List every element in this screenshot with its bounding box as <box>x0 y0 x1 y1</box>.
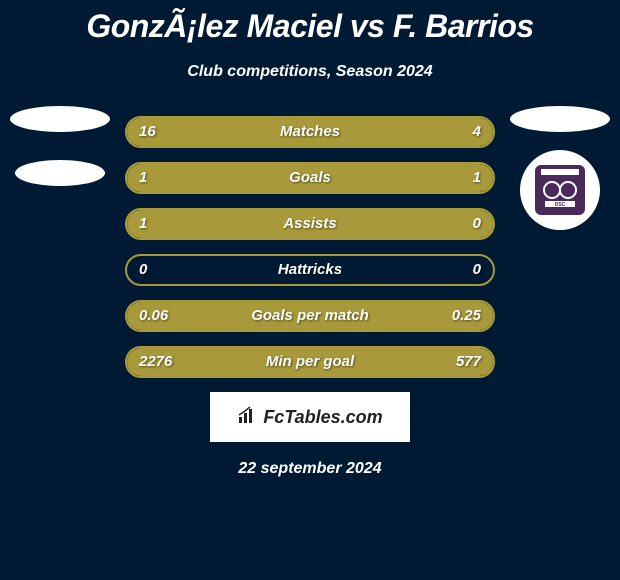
stat-value-right: 0 <box>473 256 481 284</box>
stat-value-right: 0 <box>473 210 481 238</box>
chart-icon <box>237 405 257 430</box>
stat-label: Hattricks <box>127 256 493 284</box>
stat-value-right: 0.25 <box>452 302 481 330</box>
page-title: GonzÃ¡lez Maciel vs F. Barrios <box>0 8 620 45</box>
stat-label: Min per goal <box>127 348 493 376</box>
stat-row: 1Assists0 <box>125 208 495 240</box>
date-text: 22 september 2024 <box>0 460 620 478</box>
stat-label: Assists <box>127 210 493 238</box>
stat-label: Matches <box>127 118 493 146</box>
stat-row: 0Hattricks0 <box>125 254 495 286</box>
stat-row: 1Goals1 <box>125 162 495 194</box>
stat-label: Goals <box>127 164 493 192</box>
stat-label: Goals per match <box>127 302 493 330</box>
team-badge-icon: DSC <box>535 165 585 215</box>
team-badge-placeholder <box>15 160 105 186</box>
team-badge: DSC <box>520 150 600 230</box>
svg-text:DSC: DSC <box>555 202 566 208</box>
subtitle: Club competitions, Season 2024 <box>0 63 620 81</box>
stat-row: 2276Min per goal577 <box>125 346 495 378</box>
stat-value-right: 4 <box>473 118 481 146</box>
logo-text: FcTables.com <box>263 407 382 428</box>
stats-area: DSC 16Matches41Goals11Assists00Hattricks… <box>0 116 620 378</box>
stat-value-right: 1 <box>473 164 481 192</box>
stat-value-right: 577 <box>456 348 481 376</box>
fctables-logo: FcTables.com <box>210 392 410 442</box>
stat-row: 0.06Goals per match0.25 <box>125 300 495 332</box>
player-avatar-placeholder <box>510 106 610 132</box>
stat-row: 16Matches4 <box>125 116 495 148</box>
stat-bars: 16Matches41Goals11Assists00Hattricks00.0… <box>125 116 495 378</box>
right-avatars: DSC <box>510 106 610 230</box>
left-avatars <box>10 106 110 214</box>
player-avatar-placeholder <box>10 106 110 132</box>
